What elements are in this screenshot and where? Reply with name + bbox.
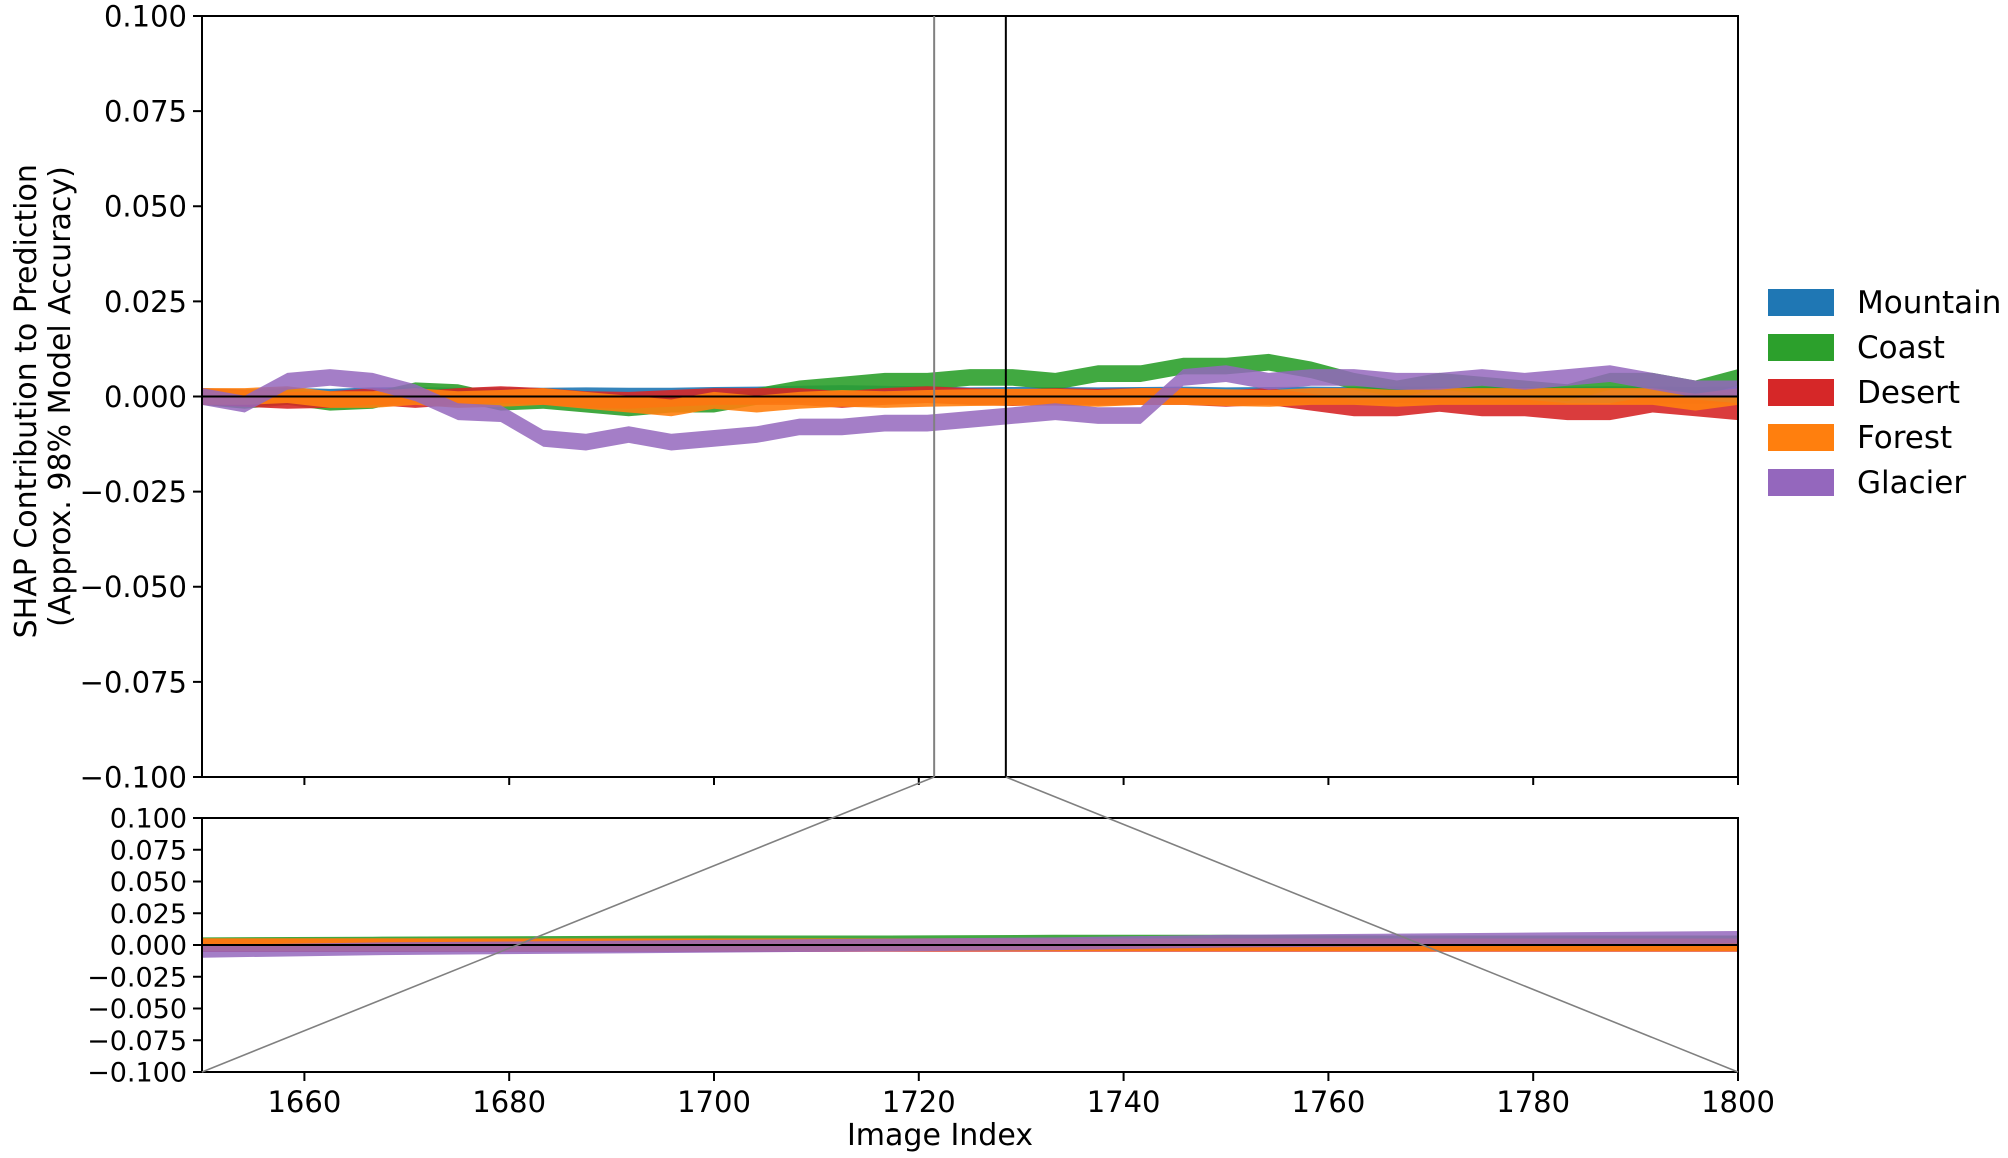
y-tick-label: 0.100 — [110, 804, 187, 835]
legend-swatch-glacier — [1768, 469, 1834, 496]
area-glacier — [202, 365, 1738, 451]
y-tick-label: −0.025 — [87, 962, 187, 993]
y-tick-label: 0.025 — [104, 285, 187, 319]
legend-swatch-desert — [1768, 379, 1834, 406]
x-tick-label: 1780 — [1496, 1085, 1570, 1119]
x-tick-label: 1740 — [1087, 1085, 1161, 1119]
zoom-connector-right — [1005, 776, 1739, 1073]
legend-swatch-coast — [1768, 334, 1834, 361]
legend-label-mountain: Mountain — [1857, 285, 2001, 321]
y-tick-label: 0.000 — [104, 380, 187, 414]
legend-label-coast: Coast — [1857, 330, 1945, 366]
y-axis-label-line-2: (Approx. 98% Model Accuracy) — [43, 166, 78, 627]
y-tick-label: −0.075 — [87, 1026, 187, 1057]
legend-label-glacier: Glacier — [1857, 465, 1966, 501]
y-axis-label: SHAP Contribution to Prediction (Approx.… — [9, 155, 78, 639]
x-axis-label: Image Index — [847, 1118, 1033, 1153]
detail-plot: −0.100 −0.075 −0.050 −0.025 0.000 0.025 0.050 0… — [80, 0, 1739, 794]
x-tick-label: 1800 — [1701, 1085, 1775, 1119]
y-tick-label: 0.050 — [104, 190, 187, 224]
y-tick-label: −0.100 — [80, 760, 187, 794]
x-tick-label: 1680 — [472, 1085, 546, 1119]
y-axis-label-line-1: SHAP Contribution to Prediction — [9, 164, 44, 638]
x-tick-label: 1760 — [1291, 1085, 1365, 1119]
x-tick-label: 1720 — [882, 1085, 956, 1119]
legend: Mountain Coast Desert Forest Glacier — [1768, 285, 2001, 501]
legend-swatch-forest — [1768, 424, 1834, 451]
overview-plot: −0.100−0.075−0.050−0.0250.0000.0250.0500… — [87, 804, 1775, 1119]
area-forest — [202, 386, 1738, 417]
legend-label-desert: Desert — [1857, 375, 1960, 411]
y-tick-label: 0.000 — [110, 931, 187, 962]
y-tick-label: −0.100 — [87, 1058, 187, 1089]
x-tick-label: 1700 — [677, 1085, 751, 1119]
y-tick-label: 0.075 — [104, 95, 187, 129]
x-tick-label: 1660 — [267, 1085, 341, 1119]
legend-swatch-mountain — [1768, 289, 1834, 316]
y-tick-label: −0.050 — [87, 994, 187, 1025]
overview-x-ticks: 1660 1680 1700 1720 1740 1760 1780 1800 — [267, 1072, 1775, 1119]
zoom-indicator — [201, 16, 1739, 1073]
y-tick-label: −0.025 — [80, 475, 187, 509]
y-tick-label: 0.050 — [110, 867, 187, 898]
zoom-connector-left — [201, 776, 935, 1073]
y-tick-label: 0.025 — [110, 899, 187, 930]
overview-y-ticks: −0.100−0.075−0.050−0.0250.0000.0250.0500… — [87, 804, 202, 1089]
y-tick-label: −0.050 — [80, 570, 187, 604]
y-tick-label: 0.100 — [104, 0, 187, 33]
legend-label-forest: Forest — [1857, 420, 1952, 456]
y-tick-label: 0.075 — [110, 835, 187, 866]
detail-areas — [202, 353, 1738, 451]
y-tick-label: −0.075 — [80, 665, 187, 699]
detail-y-ticks: −0.100 −0.075 −0.050 −0.025 0.000 0.025 0.050 0… — [80, 0, 202, 794]
